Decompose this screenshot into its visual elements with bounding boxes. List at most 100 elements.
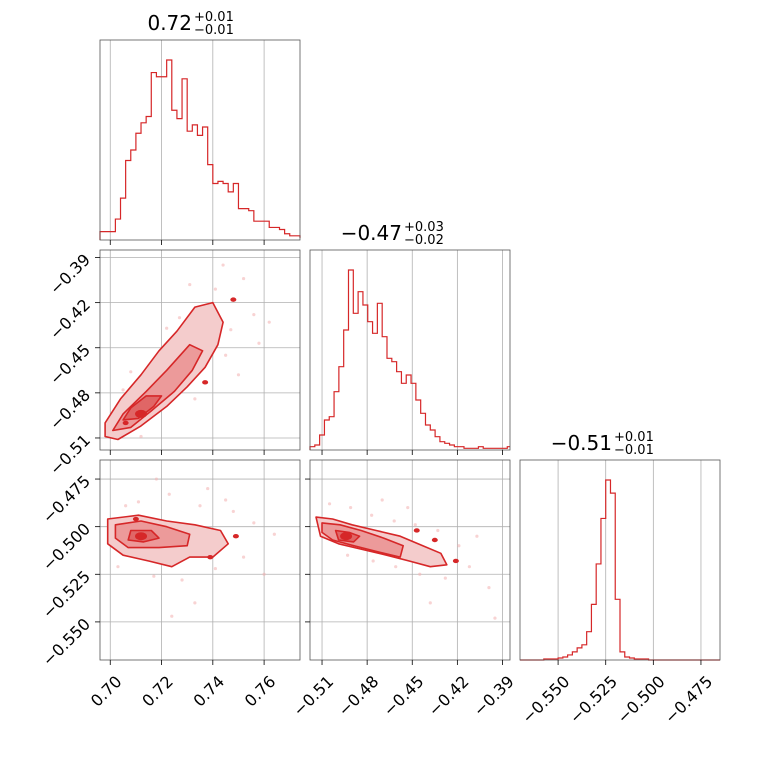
panel-frame <box>309 459 511 661</box>
sample-point <box>180 578 184 582</box>
pair-panel-2 <box>305 459 511 665</box>
y-tick-label: −0.475 <box>39 472 94 527</box>
sample-point <box>394 565 398 569</box>
param-title-upper-err: +0.01 <box>194 10 234 25</box>
pair-panel-1 <box>95 459 301 665</box>
hist-panel-2: −0.51 +0.01−0.01 <box>519 430 721 665</box>
contour-blob <box>122 420 129 426</box>
contour-blob <box>207 554 214 560</box>
sample-point <box>229 328 233 332</box>
histogram-2 <box>520 479 720 661</box>
x-tick-label: −0.42 <box>425 672 473 720</box>
x-tick-label: −0.39 <box>470 672 518 720</box>
sample-point <box>272 532 276 536</box>
sample-point <box>457 544 461 548</box>
contour-blob <box>413 528 420 533</box>
sample-point <box>139 434 143 439</box>
param-title-upper-err: +0.01 <box>614 430 654 445</box>
x-tick-label: −0.525 <box>566 672 621 727</box>
panel-content <box>100 460 300 660</box>
sample-point <box>345 553 350 557</box>
histogram-1 <box>309 269 510 450</box>
panel-frame <box>99 459 301 661</box>
pair-panel-0 <box>95 249 301 455</box>
sample-point <box>467 565 471 569</box>
sample-point <box>152 574 156 578</box>
sample-point <box>241 555 246 559</box>
sample-point <box>165 326 169 330</box>
hist-panel-0: 0.72 +0.01−0.01 <box>99 10 301 245</box>
y-tick-label: −0.550 <box>39 614 94 669</box>
sample-point <box>231 509 235 514</box>
param-title-0: 0.72 <box>147 11 192 35</box>
sample-point <box>213 287 217 291</box>
sample-point <box>221 263 225 267</box>
sample-point <box>188 282 192 287</box>
param-title-lower-err: −0.01 <box>614 443 654 458</box>
sample-point <box>252 521 256 525</box>
sample-point <box>224 498 228 502</box>
param-title-upper-err: +0.03 <box>404 220 444 235</box>
sample-point <box>193 601 197 605</box>
sample-point <box>177 316 182 320</box>
sample-point <box>418 572 422 576</box>
sample-point <box>193 397 197 401</box>
sample-point <box>154 477 159 481</box>
y-tick-label: −0.39 <box>46 250 94 298</box>
param-title-2: −0.51 <box>551 431 612 455</box>
x-tick-label: −0.500 <box>613 672 668 727</box>
x-tick-label: −0.475 <box>661 672 716 727</box>
sample-point <box>487 586 491 590</box>
density-peak <box>340 532 353 541</box>
sample-point <box>257 341 261 345</box>
x-tick-label: −0.48 <box>334 672 382 720</box>
contour-blob <box>132 516 139 522</box>
y-tick-label: −0.51 <box>46 431 94 479</box>
sample-point <box>436 528 440 533</box>
sample-point <box>475 534 479 538</box>
sample-point <box>443 576 447 580</box>
sample-point <box>370 513 374 517</box>
sample-point <box>224 353 228 357</box>
sample-point <box>349 506 353 510</box>
hist-frame <box>309 249 511 451</box>
param-title-lower-err: −0.01 <box>194 23 234 38</box>
sample-point <box>493 616 497 620</box>
y-tick-label: −0.42 <box>46 295 94 343</box>
sample-point <box>380 498 384 502</box>
contour-blob <box>230 297 237 302</box>
x-tick-label: −0.51 <box>289 672 337 720</box>
sample-point <box>206 486 210 491</box>
sample-point <box>198 504 202 508</box>
param-title-1: −0.47 <box>341 221 402 245</box>
hist-frame <box>519 459 721 661</box>
sample-point <box>241 276 246 281</box>
sample-point <box>136 500 141 504</box>
hist-panel-1: −0.47 +0.03−0.02 <box>309 220 511 455</box>
contour-level-2 <box>122 395 163 421</box>
sample-point <box>116 565 120 569</box>
x-tick-label: −0.550 <box>518 672 573 727</box>
sample-point <box>167 492 171 496</box>
contour-blob <box>452 558 459 564</box>
histogram-0 <box>99 59 301 240</box>
x-tick-label: 0.76 <box>241 672 280 711</box>
sample-point <box>262 572 266 576</box>
x-tick-label: 0.70 <box>87 672 126 711</box>
sample-point <box>236 373 241 377</box>
contour-blob <box>232 533 239 539</box>
contour-blob <box>202 380 209 385</box>
sample-point <box>170 614 174 618</box>
x-tick-label: 0.72 <box>138 672 177 711</box>
x-tick-label: 0.74 <box>190 672 229 711</box>
sample-point <box>428 601 432 605</box>
sample-point <box>406 506 410 510</box>
sample-point <box>267 320 271 324</box>
hist-frame <box>99 39 301 241</box>
sample-point <box>392 519 396 523</box>
sample-point <box>413 523 417 527</box>
panel-content <box>100 250 300 450</box>
param-title-lower-err: −0.02 <box>404 233 444 248</box>
sample-point <box>252 313 256 317</box>
